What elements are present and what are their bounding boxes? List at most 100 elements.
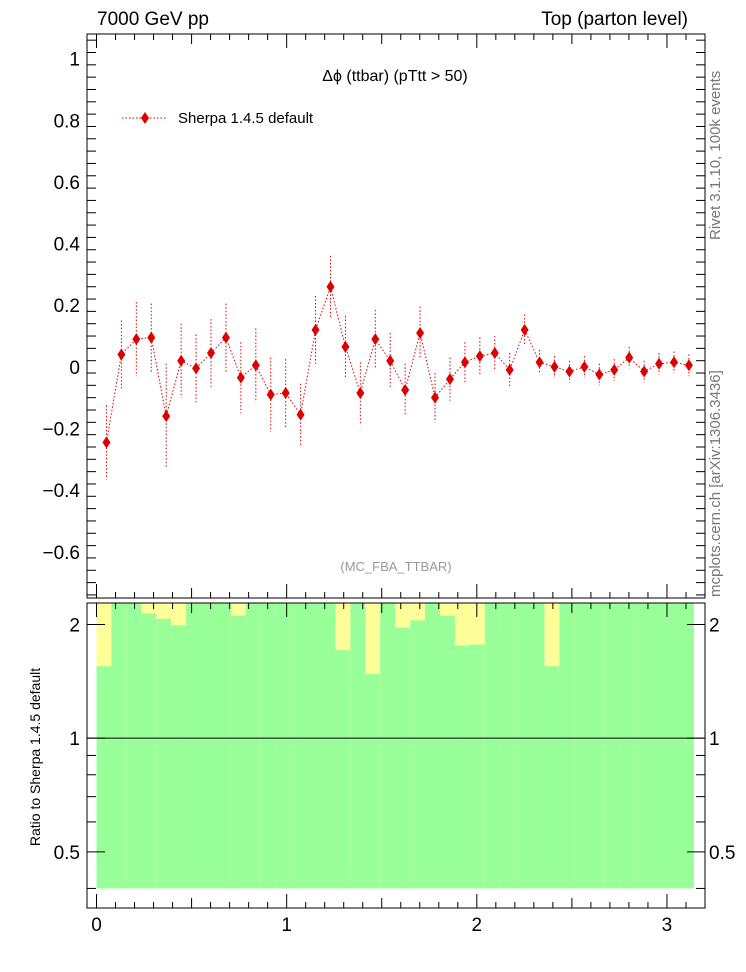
data-point	[401, 383, 410, 396]
data-point	[684, 359, 693, 372]
data-point	[445, 373, 454, 386]
ratio-band-inner	[275, 603, 291, 889]
data-point	[192, 362, 201, 375]
data-point	[296, 408, 305, 421]
data-point	[580, 360, 589, 373]
tick-label: 0.5	[709, 843, 735, 864]
ratio-band-inner	[574, 603, 590, 889]
ratio-band-inner	[290, 603, 306, 889]
data-point	[460, 356, 469, 369]
data-point	[177, 354, 186, 367]
tick-label: 0.2	[54, 296, 80, 317]
data-point	[266, 388, 275, 401]
rivet-version-label: Rivet 3.1.10, 100k events	[707, 70, 724, 240]
ratio-band-inner	[230, 615, 246, 889]
data-point	[102, 436, 111, 449]
ratio-band-inner	[395, 627, 411, 889]
ratio-band-inner	[678, 603, 694, 889]
tick-label: 2	[709, 615, 720, 636]
data-point	[386, 354, 395, 367]
data-point	[490, 346, 499, 359]
ratio-band-inner	[544, 666, 560, 889]
tick-label: 0	[91, 915, 102, 936]
ratio-band-inner	[141, 613, 157, 889]
ratio-band-inner	[589, 603, 605, 889]
tick-label: 2	[69, 615, 80, 636]
ratio-band-inner	[484, 603, 500, 889]
tick-label: 1	[69, 729, 80, 750]
axis-ticks: −0.6 −0.4 −0.2 0 0.2 0.4 0.6 0.8 1 0 1 2 3 0.5 0.5 1 1 2 2	[42, 34, 735, 936]
ratio-band-inner	[634, 603, 650, 889]
tick-label: −0.6	[42, 543, 80, 564]
ratio-band-inner	[649, 603, 665, 889]
ratio-band-inner	[201, 603, 216, 889]
tick-label: 1	[709, 729, 720, 750]
data-point	[147, 331, 156, 344]
ratio-band-inner	[559, 603, 575, 889]
data-point	[640, 365, 649, 378]
tick-label: 1	[281, 915, 292, 936]
data-point	[356, 387, 365, 400]
ratio-band-inner	[410, 620, 426, 889]
ratio-band-inner	[619, 603, 635, 889]
ratio-band-inner	[529, 603, 545, 889]
data-point	[132, 333, 141, 346]
data-point	[206, 346, 215, 359]
data-point	[535, 356, 544, 369]
data-point	[475, 350, 484, 363]
chart-title: Δϕ (ttbar) (pTtt > 50)	[322, 68, 467, 85]
ratio-band-inner	[111, 603, 127, 889]
analysis-watermark: (MC_FBA_TTBAR)	[340, 559, 451, 574]
tick-label: −0.2	[42, 419, 80, 440]
ratio-band-inner	[499, 603, 515, 889]
series-line	[105, 284, 690, 443]
legend-label: Sherpa 1.4.5 default	[178, 110, 314, 127]
data-point	[655, 357, 664, 370]
data-point	[595, 368, 604, 381]
ratio-band-inner	[469, 644, 485, 889]
ratio-band-inner	[454, 645, 470, 889]
tick-label: 0.6	[54, 173, 80, 194]
ratio-ylabel: Ratio to Sherpa 1.4.5 default	[27, 668, 43, 846]
tick-label: 0.4	[54, 235, 81, 256]
ratio-band-inner	[156, 618, 172, 889]
data-point	[326, 280, 335, 293]
data-point	[236, 371, 245, 384]
data-point	[520, 323, 529, 336]
ratio-band-inner	[96, 666, 112, 889]
ratio-band-inner	[260, 603, 276, 889]
ratio-band-inner	[126, 603, 142, 889]
main-frame	[86, 33, 706, 599]
ratio-band-inner	[335, 650, 351, 889]
ratio-band-inner	[320, 603, 336, 889]
ratio-bands	[96, 603, 694, 889]
ratio-band-inner	[425, 603, 441, 889]
tick-label: 3	[662, 915, 673, 936]
ratio-band-inner	[171, 625, 187, 889]
data-point	[416, 326, 425, 339]
ratio-band-inner	[245, 603, 261, 889]
data-point	[251, 359, 260, 372]
tick-label: 0.8	[54, 111, 80, 132]
ratio-band-inner	[305, 603, 321, 889]
ratio-band-inner	[350, 603, 366, 889]
data-point	[162, 410, 171, 423]
data-point	[221, 331, 230, 344]
legend-marker	[141, 112, 149, 124]
header-process: Top (parton level)	[541, 9, 688, 30]
main-data-points	[102, 255, 693, 480]
data-point	[669, 356, 678, 369]
data-point	[550, 360, 559, 373]
data-point	[117, 348, 126, 361]
data-point	[311, 323, 320, 336]
data-point	[610, 363, 619, 376]
ratio-band-inner	[215, 603, 231, 889]
data-point	[431, 391, 440, 404]
ratio-band-inner	[186, 603, 202, 889]
mcplots-citation-label: mcplots.cern.ch [arXiv:1306.3436]	[707, 370, 724, 597]
data-point	[371, 333, 380, 346]
legend: Sherpa 1.4.5 default	[122, 110, 314, 127]
tick-label: 0.5	[54, 843, 80, 864]
header-energy: 7000 GeV pp	[97, 9, 209, 30]
tick-label: 0	[69, 358, 80, 379]
